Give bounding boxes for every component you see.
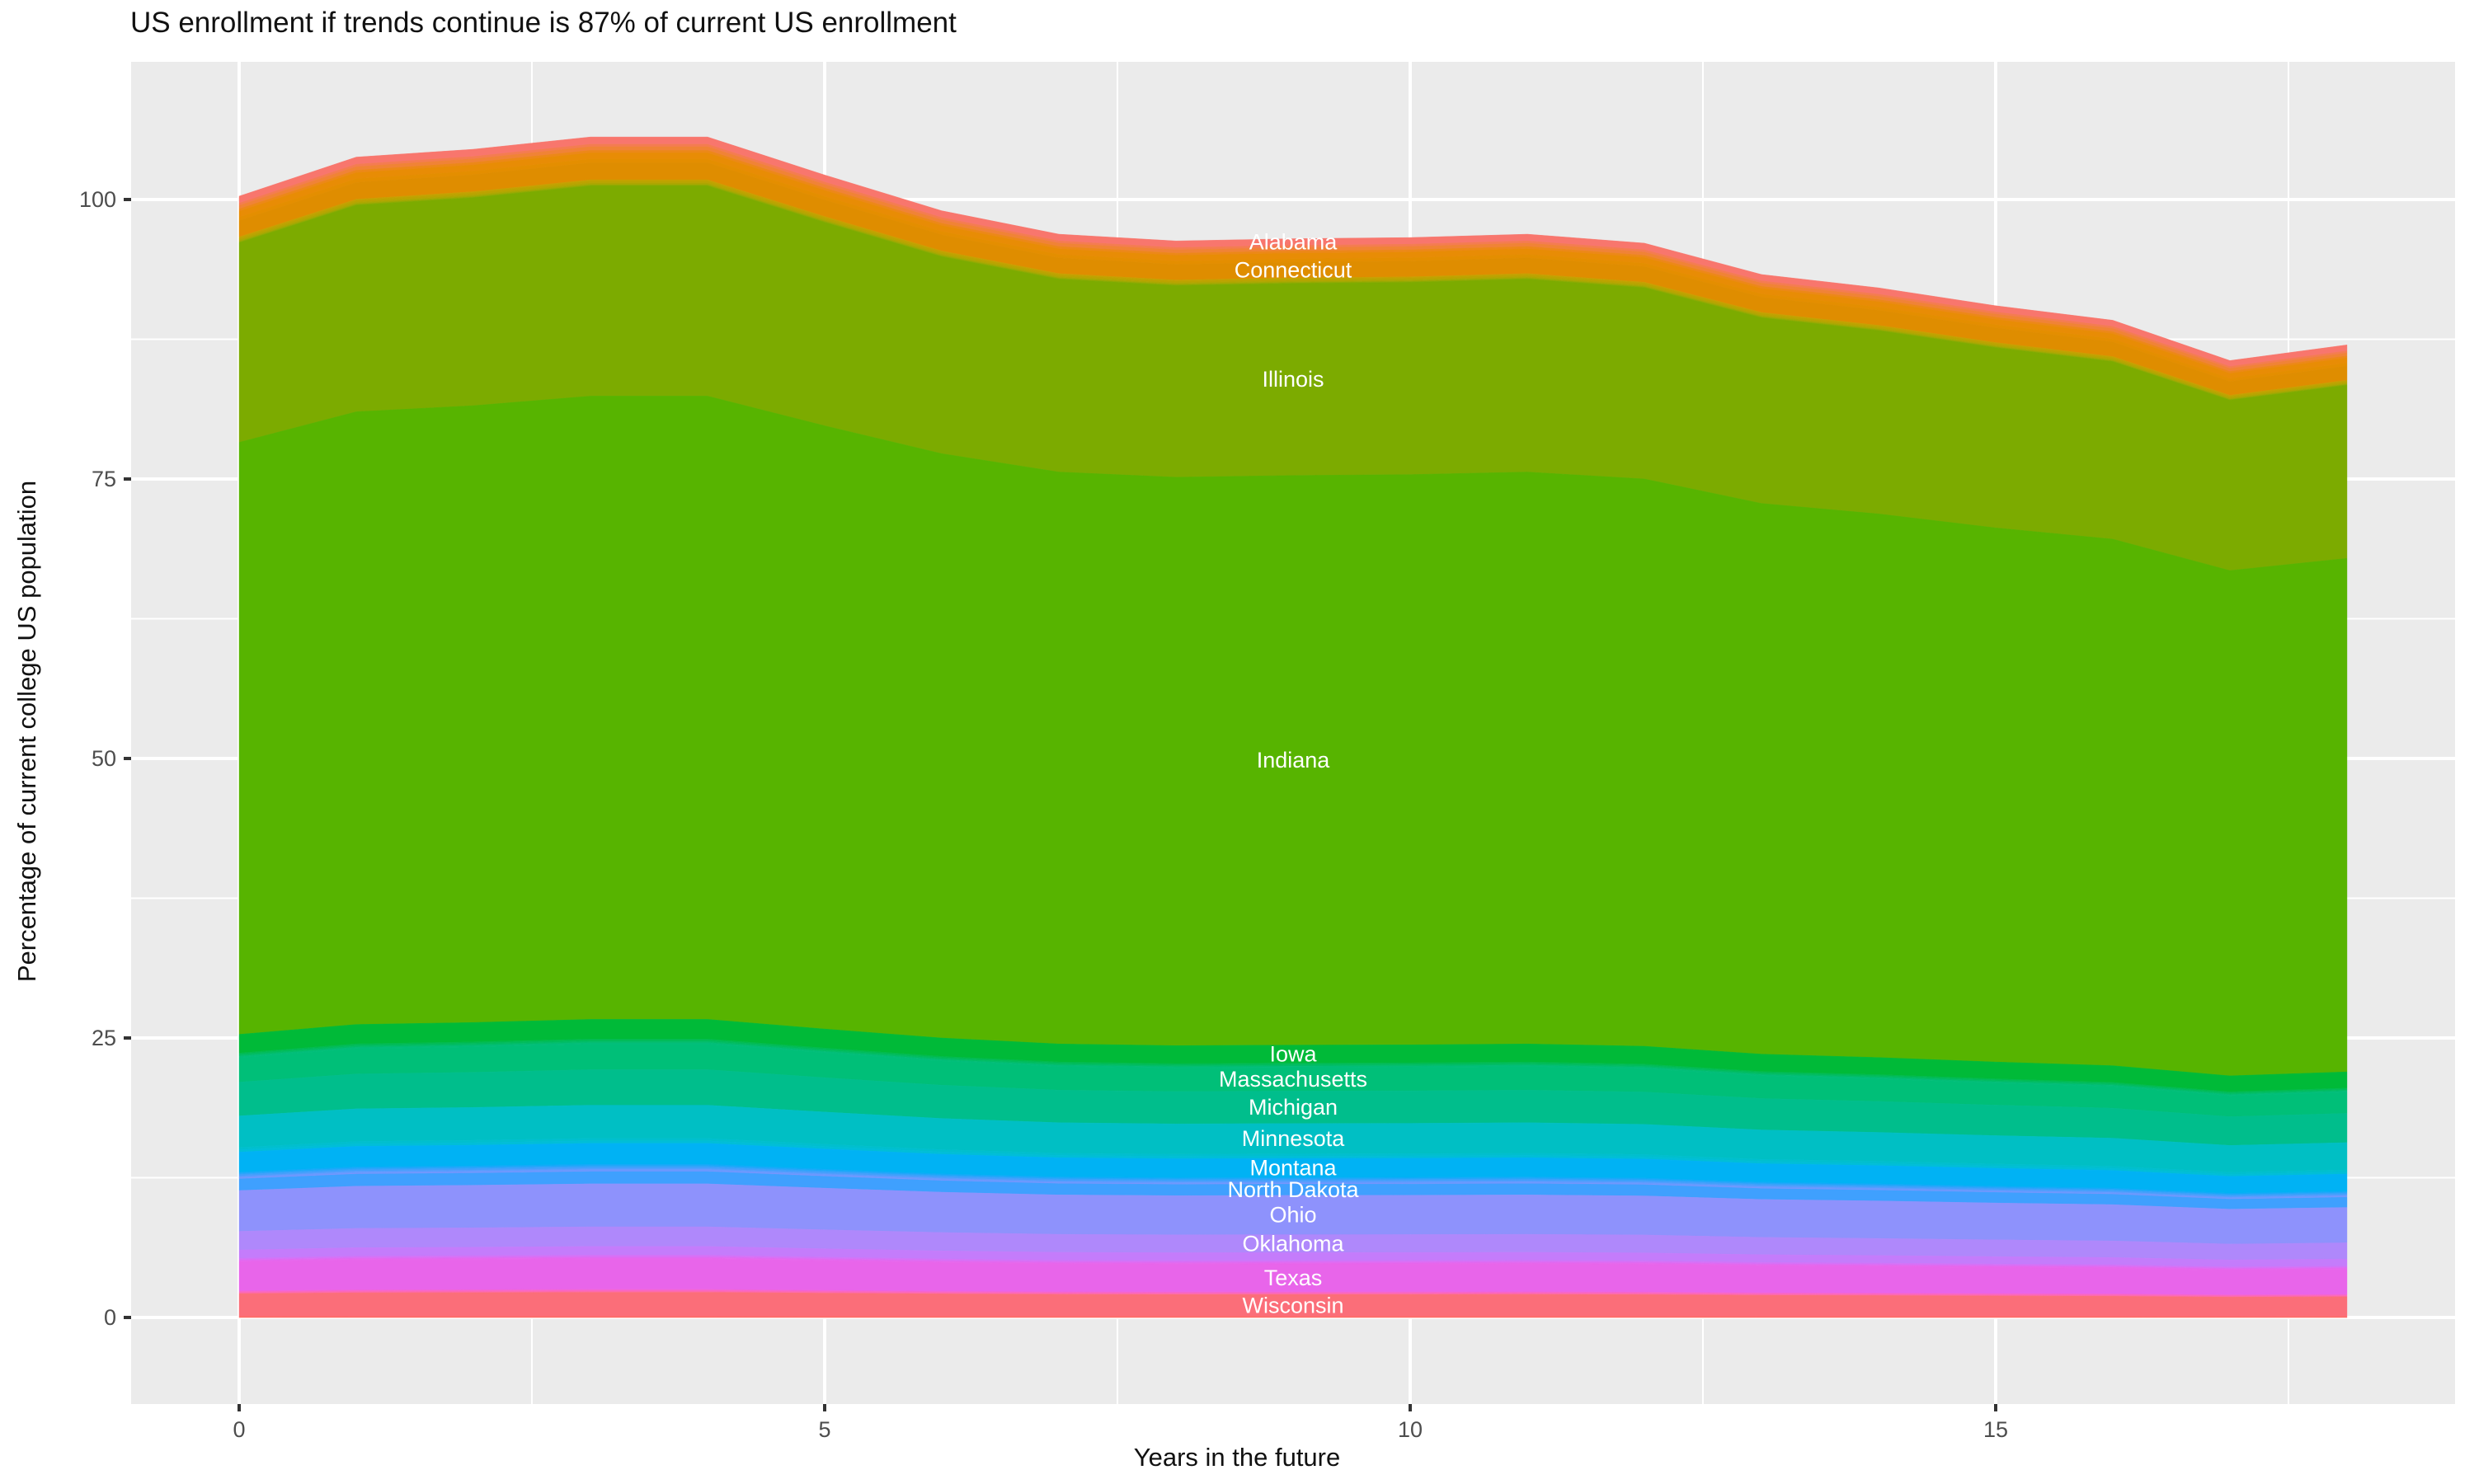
y-tick-label: 50 bbox=[92, 746, 116, 771]
state-label-north-dakota: North Dakota bbox=[1227, 1177, 1359, 1202]
state-label-alabama: Alabama bbox=[1249, 230, 1338, 255]
state-label-illinois: Illinois bbox=[1262, 367, 1324, 392]
state-label-massachusetts: Massachusetts bbox=[1219, 1067, 1367, 1092]
state-label-connecticut: Connecticut bbox=[1235, 257, 1352, 282]
state-label-iowa: Iowa bbox=[1269, 1041, 1317, 1066]
y-tick-label: 0 bbox=[104, 1305, 116, 1330]
y-tick-label: 75 bbox=[92, 467, 116, 491]
chart-title: US enrollment if trends continue is 87% … bbox=[130, 7, 957, 39]
stacked-areas bbox=[238, 136, 2348, 1318]
x-axis-title: Years in the future bbox=[1133, 1443, 1341, 1472]
x-tick-label: 0 bbox=[233, 1417, 245, 1442]
y-tick-label: 25 bbox=[92, 1026, 116, 1050]
state-label-michigan: Michigan bbox=[1249, 1095, 1338, 1120]
state-label-ohio: Ohio bbox=[1269, 1203, 1316, 1228]
state-label-minnesota: Minnesota bbox=[1242, 1126, 1346, 1151]
state-label-indiana: Indiana bbox=[1257, 748, 1331, 773]
axis-tick-labels: 0 5 10 15 0 25 50 75 100 bbox=[79, 187, 2008, 1442]
state-label-wisconsin: Wisconsin bbox=[1242, 1294, 1343, 1318]
x-tick-label: 15 bbox=[1983, 1417, 2008, 1442]
state-label-oklahoma: Oklahoma bbox=[1242, 1231, 1344, 1256]
y-tick-label: 100 bbox=[79, 187, 116, 212]
axis-ticks bbox=[124, 198, 1997, 1411]
state-label-montana: Montana bbox=[1249, 1156, 1337, 1181]
x-tick-label: 10 bbox=[1398, 1417, 1423, 1442]
state-label-texas: Texas bbox=[1264, 1266, 1323, 1290]
x-tick-label: 5 bbox=[818, 1417, 830, 1442]
